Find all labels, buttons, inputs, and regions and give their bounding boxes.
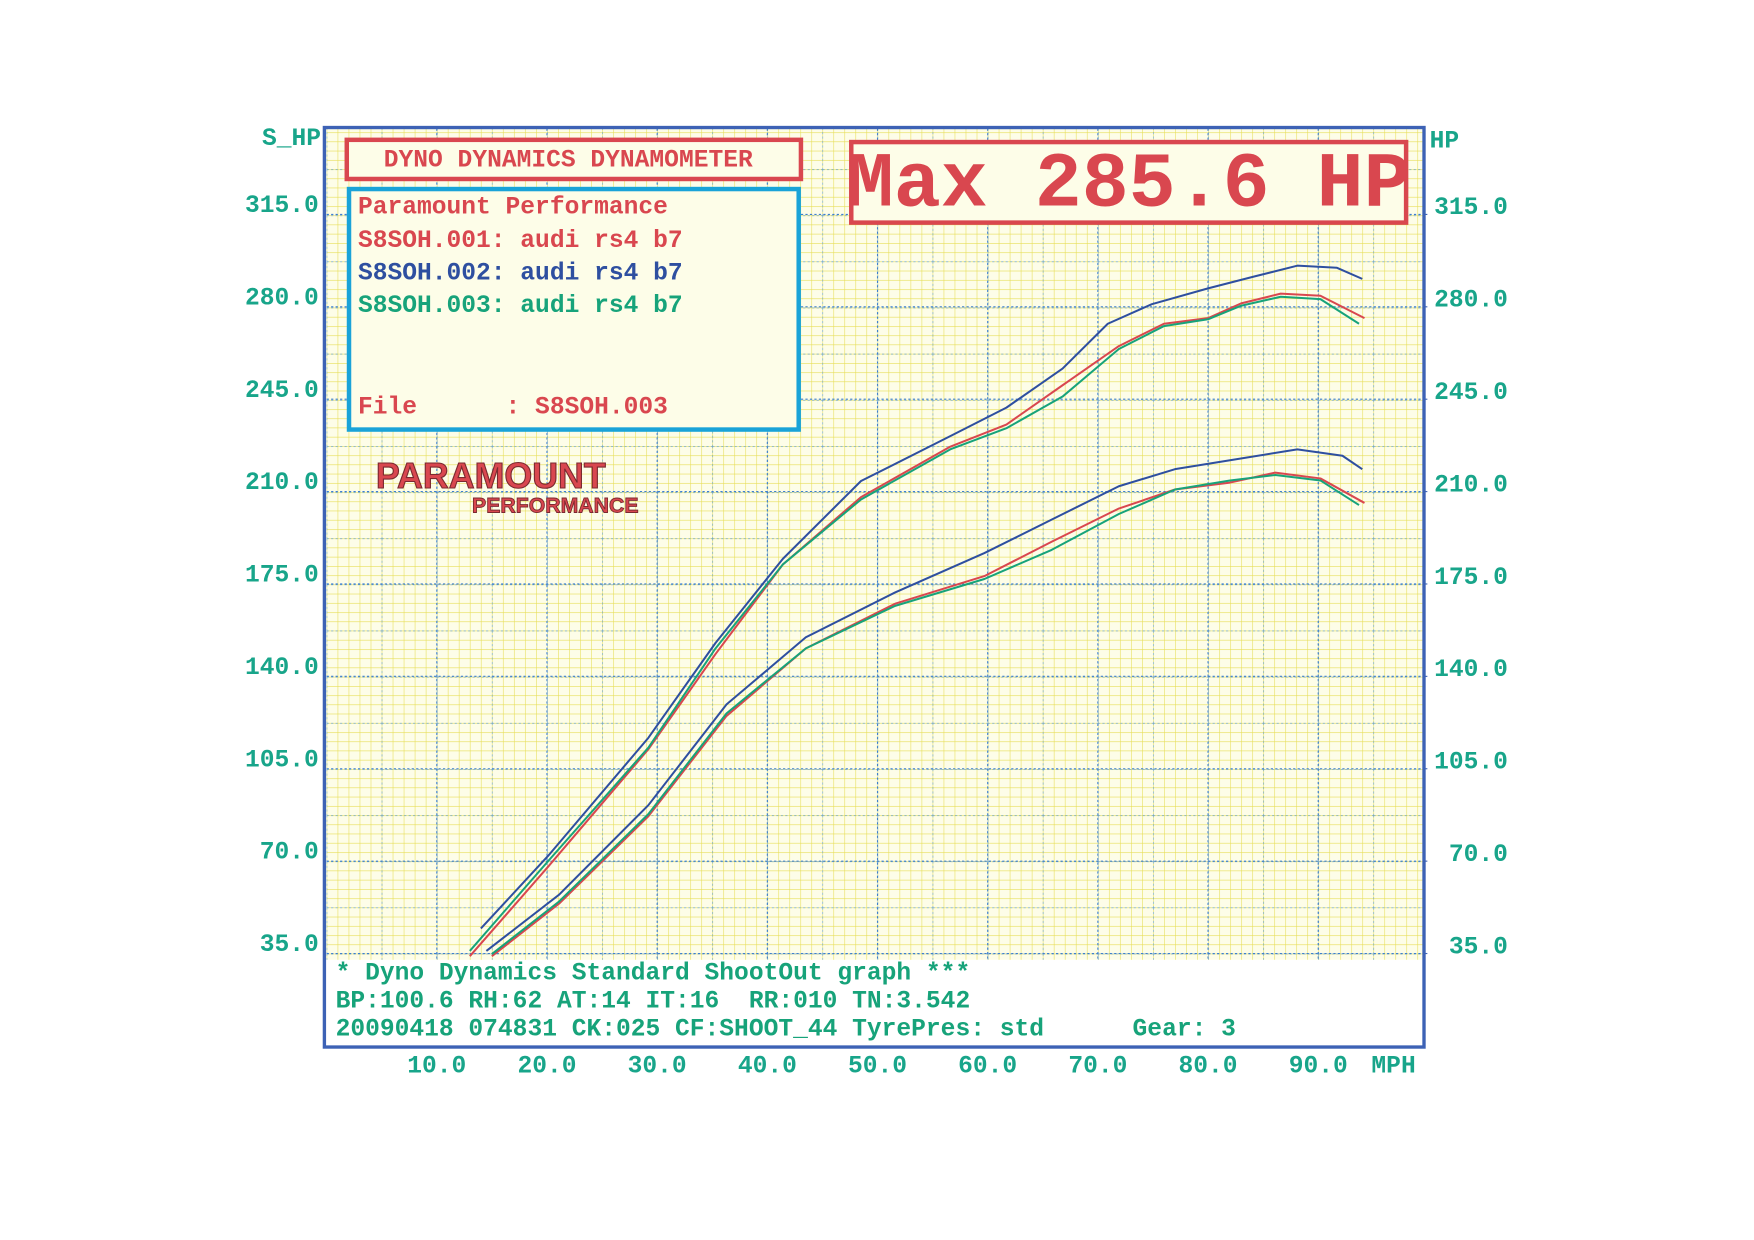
chart-title: DYNO DYNAMICS DYNAMOMETER xyxy=(384,147,753,174)
footer-line: BP:100.6 RH:62 AT:14 IT:16 RR:010 TN:3.5… xyxy=(336,989,971,1016)
y-tick-label: 245.0 xyxy=(245,378,319,405)
y-tick-label: 175.0 xyxy=(245,563,319,590)
line xyxy=(469,292,1365,957)
legend-box xyxy=(346,186,801,432)
y-tick-label: 280.0 xyxy=(245,285,319,312)
y2-tick-label: 210.0 xyxy=(1434,472,1508,499)
logo: PERFORMANCE xyxy=(472,493,638,517)
y2-tick-label: 280.0 xyxy=(1434,288,1508,315)
x-tick-label: 40.0 xyxy=(738,1054,797,1081)
headline: Max 285.6 HP xyxy=(847,140,1411,229)
line xyxy=(485,448,1363,952)
line xyxy=(469,295,1360,952)
footer-line: 20090418 074831 CK:025 CF:SHOOT_44 TyreP… xyxy=(336,1017,1236,1044)
line xyxy=(480,264,1363,930)
x-axis-label: MPH xyxy=(1371,1054,1415,1081)
legend-entry: S8SOH.003: audi rs4 b7 xyxy=(358,293,683,320)
y2-tick-label: 315.0 xyxy=(1434,195,1508,222)
y-tick-label: 140.0 xyxy=(245,655,319,682)
plot-border xyxy=(322,125,1426,1049)
y2-tick-label: 175.0 xyxy=(1434,565,1508,592)
legend-title: Paramount Performance xyxy=(358,194,668,221)
title-box xyxy=(344,137,804,182)
y2-tick-label: 70.0 xyxy=(1449,842,1508,869)
y-tick-label: 210.0 xyxy=(245,470,319,497)
y2-tick-label: 105.0 xyxy=(1434,750,1508,777)
x-tick-label: 50.0 xyxy=(848,1054,907,1081)
x-tick-label: 10.0 xyxy=(407,1054,466,1081)
x-tick-label: 90.0 xyxy=(1289,1054,1348,1081)
y-tick-label: 35.0 xyxy=(260,932,319,959)
x-tick-label: 60.0 xyxy=(958,1054,1017,1081)
x-tick-label: 80.0 xyxy=(1179,1054,1238,1081)
y2-tick-label: 245.0 xyxy=(1434,380,1508,407)
legend-entry: S8SOH.002: audi rs4 b7 xyxy=(358,260,683,287)
line xyxy=(491,471,1365,957)
x-tick-label: 30.0 xyxy=(628,1054,687,1081)
y-tick-label: 70.0 xyxy=(260,840,319,867)
headline-box xyxy=(849,139,1409,225)
y2-tick-label: 35.0 xyxy=(1449,934,1508,961)
x-tick-label: 20.0 xyxy=(517,1054,576,1081)
y2-axis-label: HP xyxy=(1430,128,1460,155)
logo: PARAMOUNT xyxy=(376,456,606,496)
file-label: File : S8SOH.003 xyxy=(358,395,668,422)
y-tick-label: 315.0 xyxy=(245,193,319,220)
y-tick-label: 105.0 xyxy=(245,747,319,774)
y-axis-label: S_HP xyxy=(262,126,321,153)
legend-entry: S8SOH.001: audi rs4 b7 xyxy=(358,228,683,255)
x-tick-label: 70.0 xyxy=(1068,1054,1127,1081)
line xyxy=(491,473,1360,955)
y2-tick-label: 140.0 xyxy=(1434,657,1508,684)
footer-line: * Dyno Dynamics Standard ShootOut graph … xyxy=(336,961,971,988)
